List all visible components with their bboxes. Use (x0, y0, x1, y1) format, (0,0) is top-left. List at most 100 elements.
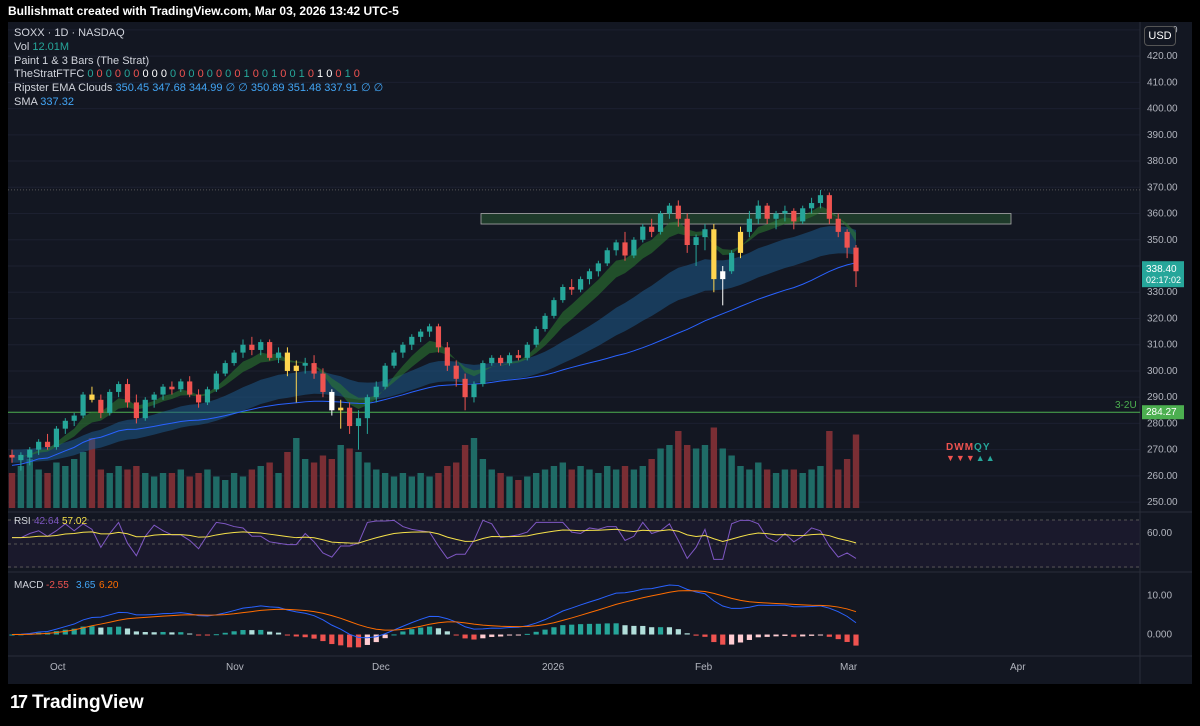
macd-hist (187, 633, 193, 635)
macd-hist (640, 625, 646, 635)
macd-hist (693, 634, 699, 636)
volume-bar (799, 473, 806, 508)
candle-body (649, 226, 655, 232)
volume-bar (408, 476, 415, 508)
macd-hist (311, 634, 317, 639)
tv-logo-icon: 17 (10, 692, 28, 712)
candle-body (515, 355, 521, 358)
candle-body (116, 384, 122, 392)
legend-symbol[interactable]: SOXX · 1D · NASDAQ (14, 27, 383, 41)
candle-body (426, 326, 433, 332)
strat-values: 0 0 0 0 0 0 0 0 0 0 0 0 0 0 0 0 0 1 0 0 … (87, 68, 360, 80)
candle-body (471, 384, 477, 398)
candle-body (489, 357, 495, 364)
volume-bar (692, 448, 700, 508)
volume-bar (453, 462, 460, 508)
macd-hist (160, 631, 166, 635)
macd-hist (302, 634, 308, 638)
macd-hist (142, 632, 148, 635)
volume-bar (790, 469, 798, 508)
price-tick: 400.00 (1147, 104, 1178, 115)
volume-bar (275, 473, 282, 508)
macd-hist (249, 630, 255, 635)
macd-value2: 3.65 (76, 580, 96, 591)
candle-body (36, 441, 42, 450)
currency-button[interactable]: USD (1144, 26, 1176, 46)
candle-body (657, 213, 664, 232)
macd-hist (204, 634, 211, 636)
price-tick: 270.00 (1147, 445, 1178, 456)
volume-bar (204, 469, 211, 508)
legend-sma[interactable]: SMA 337.32 (14, 96, 383, 110)
macd-hist (151, 632, 157, 635)
candle-body (604, 250, 610, 264)
vol-value: 12.01M (32, 40, 70, 53)
candle-body (267, 342, 273, 358)
macd-hist (471, 634, 477, 640)
macd-hist (329, 634, 335, 645)
volume-bar (746, 469, 753, 508)
candle-body (204, 389, 211, 403)
candle-body (595, 263, 601, 272)
volume-bar (293, 438, 300, 508)
candle-body (80, 394, 86, 416)
rsi-value2: 57.02 (62, 516, 87, 527)
candle-body (462, 378, 468, 398)
candle-body (453, 365, 459, 379)
candle-body (53, 428, 60, 448)
candle-body (133, 402, 139, 419)
price-tick: 420.00 (1147, 51, 1178, 62)
candle-body (506, 355, 513, 364)
sma-value: 337.32 (40, 95, 74, 108)
volume-bar (595, 473, 602, 508)
volume-bar (621, 466, 629, 508)
candle-body (560, 286, 566, 301)
macd-hist (595, 623, 601, 635)
candle-body (586, 271, 593, 280)
volume-bar (826, 431, 833, 508)
volume-bar (97, 469, 105, 508)
volume-bar (781, 469, 789, 508)
macd-hist (178, 632, 184, 635)
candle-body (89, 394, 95, 400)
volume-bar (612, 469, 620, 508)
price-tick: 410.00 (1147, 77, 1178, 88)
candle-body (364, 397, 370, 419)
candle-body (755, 205, 761, 219)
volume-bar (497, 473, 504, 508)
volume-bar (852, 434, 860, 508)
ripster-values: 350.45 347.68 344.99 ∅ ∅ 350.89 351.48 3… (115, 82, 384, 95)
volume-bar (435, 473, 442, 508)
candle-body (498, 357, 504, 364)
macd-hist (444, 631, 450, 635)
candle-body (844, 231, 850, 248)
volume-bar (248, 469, 256, 508)
candle-body (666, 205, 673, 214)
price-tick: 380.00 (1147, 156, 1178, 167)
price-tick: 310.00 (1147, 340, 1178, 351)
legend-volume[interactable]: Vol 12.01M (14, 41, 383, 55)
candle-body (320, 373, 326, 392)
ftfc-letter: D (946, 442, 955, 453)
macd-hist (764, 634, 770, 637)
candle-body (826, 195, 832, 219)
volume-bar (835, 469, 842, 508)
candle-body (107, 391, 113, 413)
current-price: 338.40 (1146, 264, 1177, 275)
macd-hist (391, 634, 397, 636)
candle-body (551, 300, 557, 316)
time-label: Apr (1010, 662, 1026, 673)
volume-bar (648, 459, 655, 508)
rsi-line (12, 519, 857, 560)
volume-bar (843, 459, 851, 508)
legend-paint[interactable]: Paint 1 & 3 Bars (The Strat) (14, 55, 383, 69)
ftfc-arrow: ▼ (946, 453, 956, 463)
macd-hist (737, 634, 744, 643)
volume-bar (755, 462, 762, 508)
legend-ripster[interactable]: Ripster EMA Clouds 350.45 347.68 344.99 … (14, 82, 383, 96)
ema-cloud-slow (12, 225, 856, 463)
legend-strat[interactable]: TheStratFTFC 0 0 0 0 0 0 0 0 0 0 0 0 0 0… (14, 68, 383, 82)
macd-line (11, 584, 857, 639)
candle-body (524, 344, 530, 358)
